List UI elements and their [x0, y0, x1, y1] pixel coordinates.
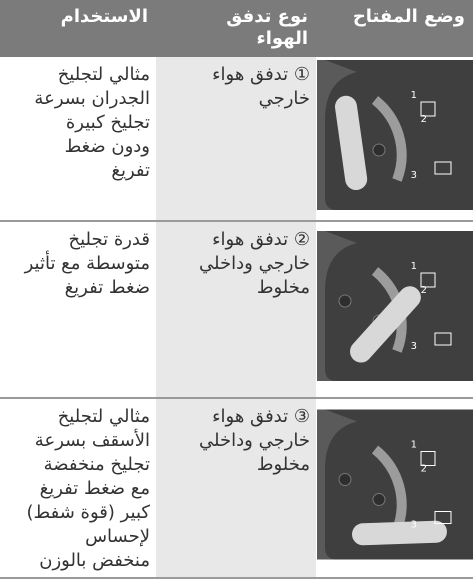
airflow-cell: ① تدفق هواء خارجي	[156, 57, 316, 222]
airflow-cell: ② تدفق هواء خارجي وداخلي مخلوط	[156, 221, 316, 399]
usage-cell: مثالي لتجليخ الأسقف بسرعة تجليخ منخفضة مع ض…	[0, 398, 156, 579]
usage-text: تفريغ	[111, 160, 150, 181]
lever	[335, 95, 368, 191]
position-label: 1	[411, 440, 417, 451]
position-label: 2	[421, 285, 427, 296]
icon	[420, 451, 436, 466]
icon	[420, 272, 436, 288]
screw	[338, 473, 352, 486]
position-label: 2	[421, 114, 427, 125]
switch-illustration: 1 2 3	[317, 60, 473, 210]
icon	[434, 332, 452, 346]
header-text: الهواء	[256, 28, 308, 49]
lever-body	[335, 95, 368, 191]
usage-text: كبير (قوة شفط)	[26, 502, 150, 523]
table-row: 1 2 3 ① تدفق هواء خارجي مثالي لتجليخ الجدران ب…	[0, 57, 473, 222]
position-label: 1	[411, 261, 417, 272]
screw	[372, 143, 386, 157]
screw	[372, 493, 386, 506]
position-label: 3	[411, 520, 417, 531]
switch-cell: 1 2 3	[316, 57, 473, 222]
table-row: 1 2 3 ③ تدفق هواء خارجي وداخلي مخلوط مثالي لتج…	[0, 398, 473, 579]
airflow-text: ① تدفق هواء	[212, 64, 310, 85]
arc-track	[371, 445, 407, 532]
icon	[434, 511, 452, 524]
airflow-text: مخلوط	[256, 454, 310, 475]
header-text: وضع المفتاح	[352, 6, 465, 27]
switch-illustration: 1 2 3	[317, 409, 473, 560]
switch-illustration: 1 2 3	[317, 231, 473, 381]
switch-cell: 1 2 3	[316, 398, 473, 579]
lever	[350, 286, 421, 363]
lever-body	[350, 286, 421, 363]
position-label: 3	[411, 341, 417, 352]
screw	[338, 294, 352, 308]
arc-track	[371, 96, 407, 182]
airflow-text: ③ تدفق هواء	[212, 406, 310, 427]
header-cell: وضع المفتاح	[316, 0, 473, 57]
usage-text: لإحساس	[85, 526, 150, 547]
position-label: 1	[411, 90, 417, 101]
header-cell: الاستخدام	[0, 0, 156, 57]
lever-body	[351, 520, 447, 546]
airflow-cell: ③ تدفق هواء خارجي وداخلي مخلوط	[156, 398, 316, 579]
airflow-text: ② تدفق هواء	[212, 229, 310, 250]
position-label: 2	[421, 464, 427, 475]
usage-text: تجليخ كبيرة	[65, 112, 150, 133]
usage-text: تجليخ منخفضة	[43, 454, 150, 475]
usage-text: الجدران بسرعة	[34, 88, 150, 109]
usage-text: ودون ضغط	[64, 136, 150, 157]
switch-cell: 1 2 3	[316, 221, 473, 399]
header-text: نوع تدفق	[226, 6, 308, 27]
table-row: 1 2 3 ② تدفق هواء خارجي وداخلي مخلوط قدرة تجلي…	[0, 221, 473, 399]
icon	[420, 101, 436, 117]
airflow-text: خارجي	[258, 88, 310, 109]
icon	[434, 161, 452, 175]
usage-text: مع ضغط تفريغ	[39, 478, 150, 499]
airflow-text: خارجي وداخلي	[199, 253, 310, 274]
usage-text: الأسقف بسرعة	[34, 430, 150, 451]
header-row: وضع المفتاح نوع تدفق الهواء الاستخدام	[0, 0, 473, 57]
usage-text: مثالي لتجليخ	[57, 64, 150, 85]
table-body: 1 2 3 ① تدفق هواء خارجي مثالي لتجليخ الجدران ب…	[0, 57, 473, 579]
usage-text: منخفض بالوزن	[39, 550, 150, 571]
usage-text: قدرة تجليخ	[68, 229, 150, 250]
usage-cell: قدرة تجليخ متوسطة مع تأثير ضغط تفريغ	[0, 221, 156, 399]
position-label: 3	[411, 170, 417, 181]
usage-cell: مثالي لتجليخ الجدران بسرعة تجليخ كبيرة ودون…	[0, 57, 156, 222]
airflow-text: خارجي وداخلي	[199, 430, 310, 451]
header-text: الاستخدام	[60, 6, 148, 27]
usage-text: متوسطة مع تأثير	[24, 253, 150, 274]
header-cell: نوع تدفق الهواء	[156, 0, 316, 57]
lever	[351, 520, 447, 546]
usage-text: ضغط تفريغ	[64, 277, 150, 298]
airflow-text: مخلوط	[256, 277, 310, 298]
usage-text: مثالي لتجليخ	[57, 406, 150, 427]
